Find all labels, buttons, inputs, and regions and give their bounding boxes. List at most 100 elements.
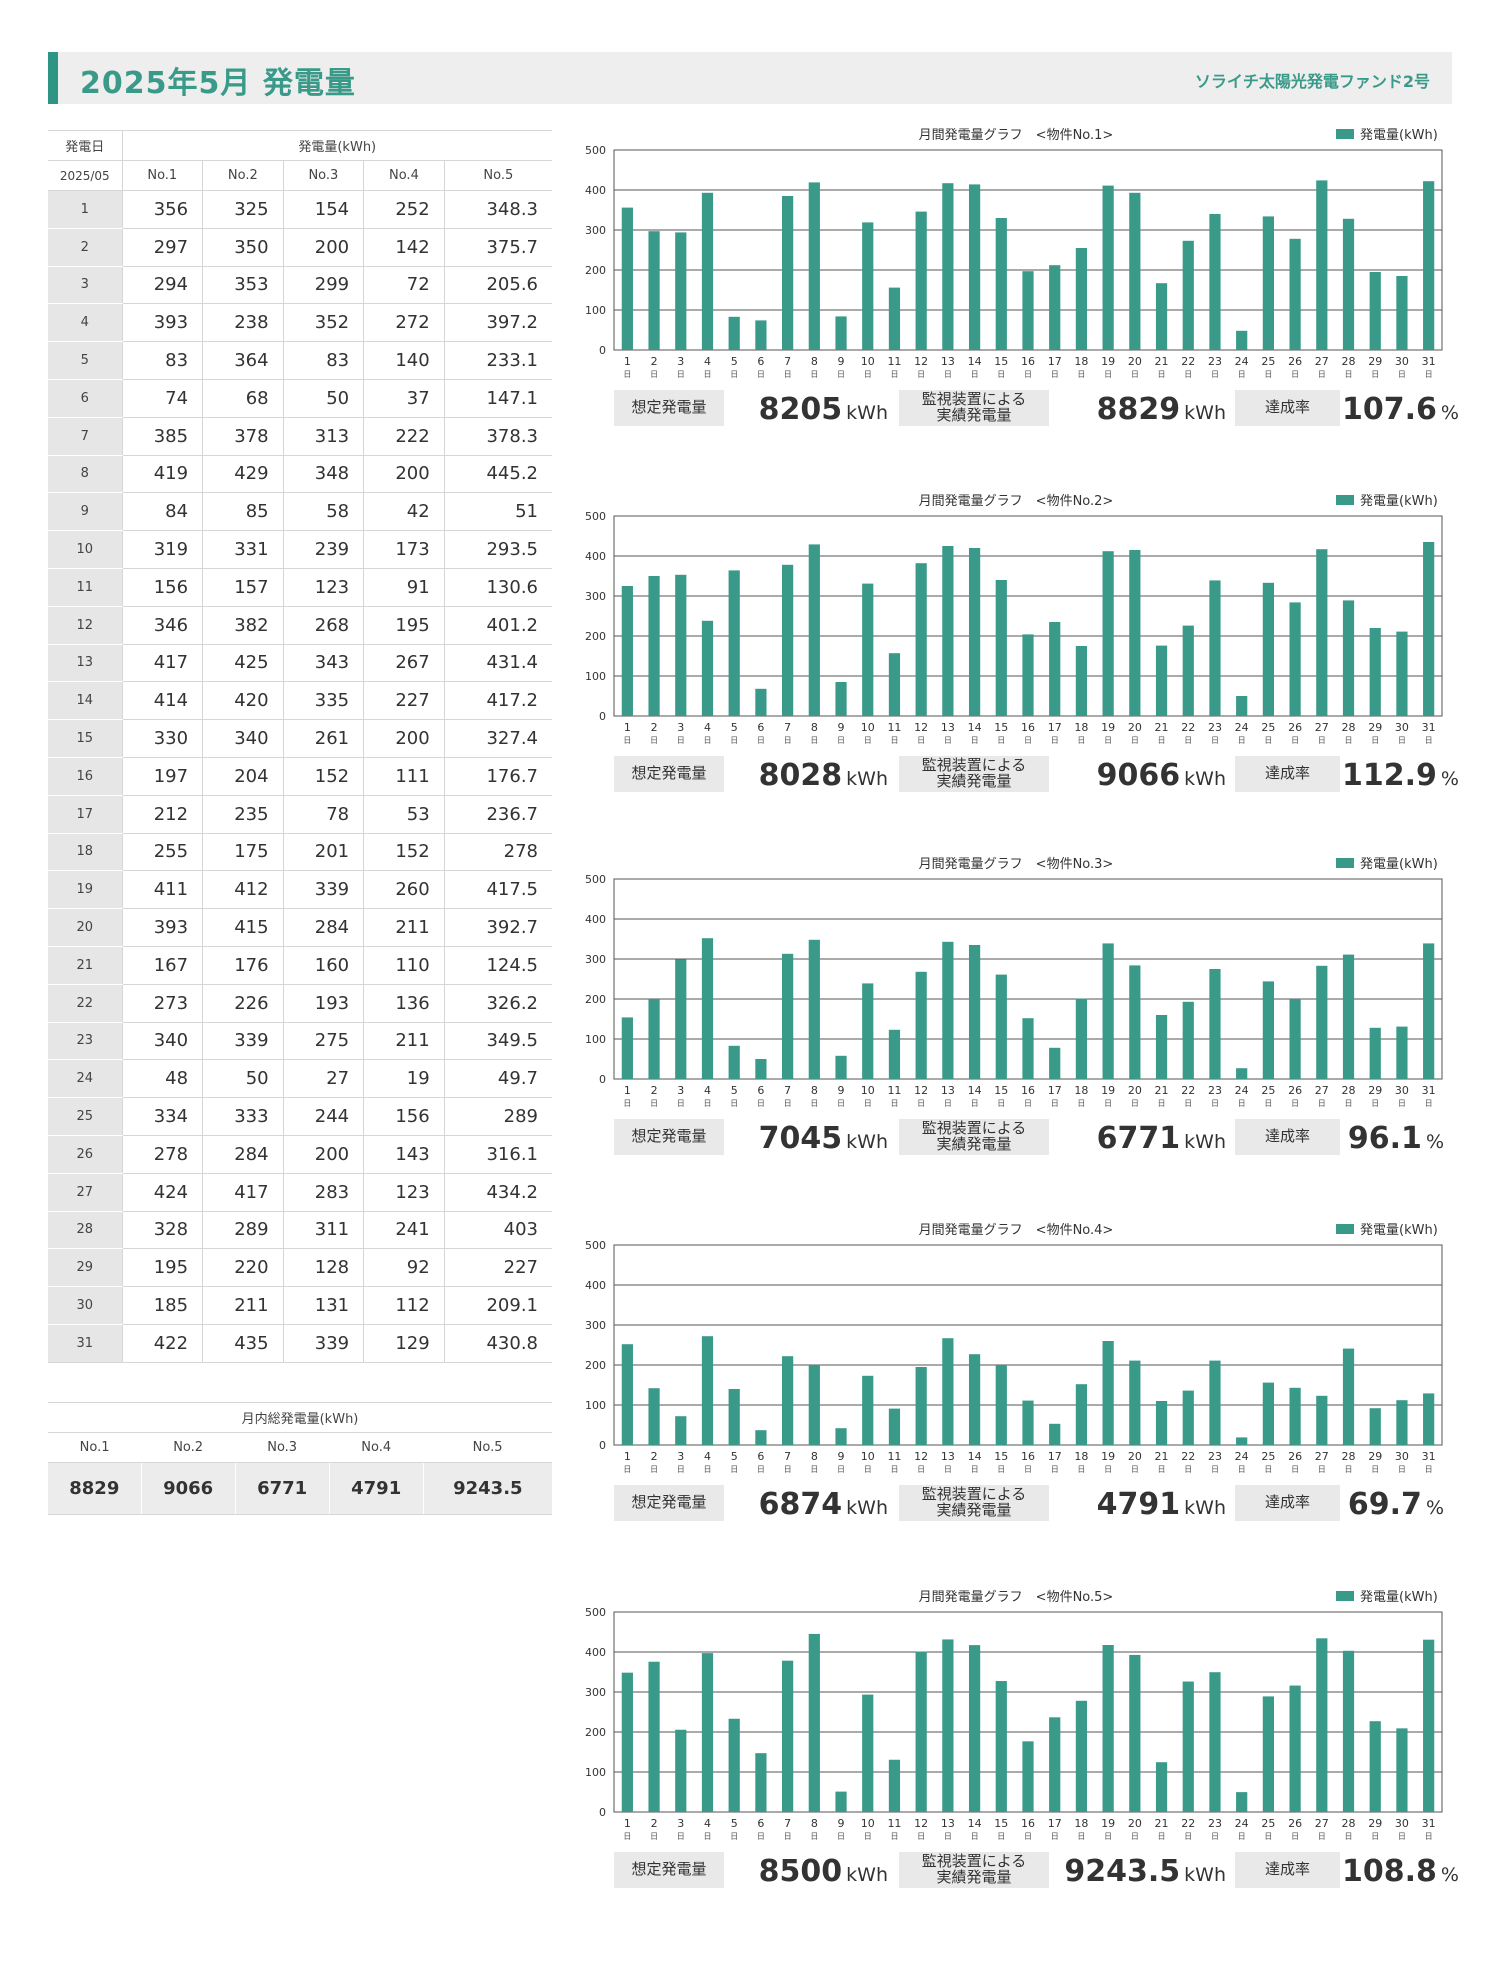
bar xyxy=(1316,1395,1328,1445)
x-tick-label: 15 xyxy=(994,1084,1008,1097)
y-tick-label: 500 xyxy=(585,873,606,886)
y-tick-label: 300 xyxy=(585,590,606,603)
rate-number: 108.8 xyxy=(1342,1854,1437,1889)
bar xyxy=(808,1633,820,1812)
x-tick-label: 23 xyxy=(1208,1817,1222,1830)
x-tick-suffix: 日 xyxy=(757,1099,765,1108)
value-cell: 283 xyxy=(282,1172,364,1212)
value-cell: 212 xyxy=(121,794,203,834)
value-cell: 328 xyxy=(121,1210,203,1249)
bar xyxy=(1075,646,1088,716)
value-cell: 339 xyxy=(282,870,364,909)
bar xyxy=(621,1344,633,1445)
x-tick-label: 25 xyxy=(1261,1084,1275,1097)
x-tick-label: 16 xyxy=(1021,355,1035,368)
day-cell: 14 xyxy=(48,681,122,721)
bar xyxy=(648,999,660,1079)
day-cell: 17 xyxy=(48,794,122,834)
x-tick-suffix: 日 xyxy=(1051,1099,1059,1108)
x-tick-suffix: 日 xyxy=(1291,1832,1299,1841)
actual-label: 監視装置による 実績発電量 xyxy=(899,1485,1049,1521)
x-tick-suffix: 日 xyxy=(1131,1832,1139,1841)
bar xyxy=(621,1017,633,1079)
x-tick-suffix: 日 xyxy=(757,1465,765,1474)
value-cell: 335 xyxy=(282,681,364,720)
x-tick-suffix: 日 xyxy=(1158,1465,1166,1474)
bar xyxy=(1396,276,1408,350)
value-cell: 353 xyxy=(202,265,284,304)
value-cell: 346 xyxy=(121,605,203,645)
y-tick-label: 300 xyxy=(585,953,606,966)
x-tick-label: 2 xyxy=(651,355,658,368)
x-tick-label: 29 xyxy=(1368,1817,1382,1830)
rate-unit: % xyxy=(1440,768,1459,790)
bar xyxy=(995,1365,1007,1445)
value-cell: 272 xyxy=(363,303,445,342)
value-cell: 385 xyxy=(121,416,203,456)
bar xyxy=(915,1651,927,1812)
bar xyxy=(755,688,767,716)
bar xyxy=(1049,1717,1061,1812)
x-tick-suffix: 日 xyxy=(784,1099,792,1108)
chart-title: 月間発電量グラフ <物件No.4> xyxy=(919,1223,1114,1238)
expected-number: 8500 xyxy=(758,1854,843,1889)
day-cell: 6 xyxy=(48,378,122,418)
value-cell: 325 xyxy=(202,190,284,229)
month-label: 2025/05 xyxy=(48,160,122,191)
day-cell: 23 xyxy=(48,1021,122,1061)
bar xyxy=(1155,1015,1168,1079)
bar xyxy=(782,564,794,716)
bar xyxy=(888,1759,901,1812)
x-tick-label: 16 xyxy=(1021,1817,1035,1830)
value-cell: 333 xyxy=(202,1097,284,1136)
totals-header-no3: No.3 xyxy=(235,1432,330,1463)
bar-chart: 月間発電量グラフ <物件No.2> 発電量(kWh) 0 100 200 300 400 50… xyxy=(585,494,1443,745)
value-cell: 284 xyxy=(202,1134,284,1174)
bar xyxy=(621,1672,633,1812)
x-tick-suffix: 日 xyxy=(1238,1465,1246,1474)
x-tick-suffix: 日 xyxy=(1077,370,1085,379)
x-tick-suffix: 日 xyxy=(1077,736,1085,745)
x-tick-suffix: 日 xyxy=(1425,736,1433,745)
x-tick-label: 4 xyxy=(704,721,711,734)
value-cell: 152 xyxy=(282,756,364,796)
x-tick-label: 19 xyxy=(1101,1084,1115,1097)
actual-value: 6771 kWh xyxy=(1054,1121,1226,1156)
y-tick-label: 500 xyxy=(585,1239,606,1252)
table-row: 6 74 68 50 37 147.1 xyxy=(48,378,552,418)
bar xyxy=(1342,954,1355,1079)
x-tick-label: 1 xyxy=(624,1084,631,1097)
chart-summary: 想定発電量 8500 kWh 監視装置による 実績発電量 9243.5 kWh 達成率 108.… xyxy=(614,1852,1459,1890)
x-tick-label: 30 xyxy=(1395,1450,1409,1463)
x-tick-suffix: 日 xyxy=(917,736,925,745)
x-tick-suffix: 日 xyxy=(650,370,658,379)
x-tick-suffix: 日 xyxy=(784,1465,792,1474)
day-cell: 30 xyxy=(48,1286,122,1325)
x-tick-label: 23 xyxy=(1208,1084,1222,1097)
x-tick-label: 24 xyxy=(1235,1450,1249,1463)
bar xyxy=(1396,1400,1408,1445)
y-tick-label: 300 xyxy=(585,224,606,237)
x-tick-label: 10 xyxy=(861,1450,875,1463)
bar xyxy=(968,548,981,716)
legend-label: 発電量(kWh) xyxy=(1360,494,1438,509)
rate-value: 69.7% xyxy=(1342,1487,1444,1522)
rate-value: 108.8% xyxy=(1342,1854,1459,1889)
bar xyxy=(701,1653,714,1812)
bar xyxy=(1289,238,1301,350)
chart-summary: 想定発電量 7045 kWh 監視装置による 実績発電量 6771 kWh 達成率 96.1% xyxy=(614,1119,1444,1157)
x-tick-label: 2 xyxy=(651,721,658,734)
bar xyxy=(968,184,981,350)
x-tick-label: 10 xyxy=(861,355,875,368)
x-tick-label: 20 xyxy=(1128,1084,1142,1097)
x-tick-suffix: 日 xyxy=(944,1099,952,1108)
x-tick-suffix: 日 xyxy=(757,370,765,379)
expected-label: 想定発電量 xyxy=(614,756,724,792)
bar xyxy=(995,974,1007,1079)
x-tick-label: 18 xyxy=(1074,1450,1088,1463)
x-tick-label: 15 xyxy=(994,1450,1008,1463)
bar xyxy=(1102,943,1114,1079)
actual-number: 4791 xyxy=(1096,1487,1181,1522)
value-cell: 241 xyxy=(363,1210,445,1249)
value-cell: 176 xyxy=(202,945,284,985)
